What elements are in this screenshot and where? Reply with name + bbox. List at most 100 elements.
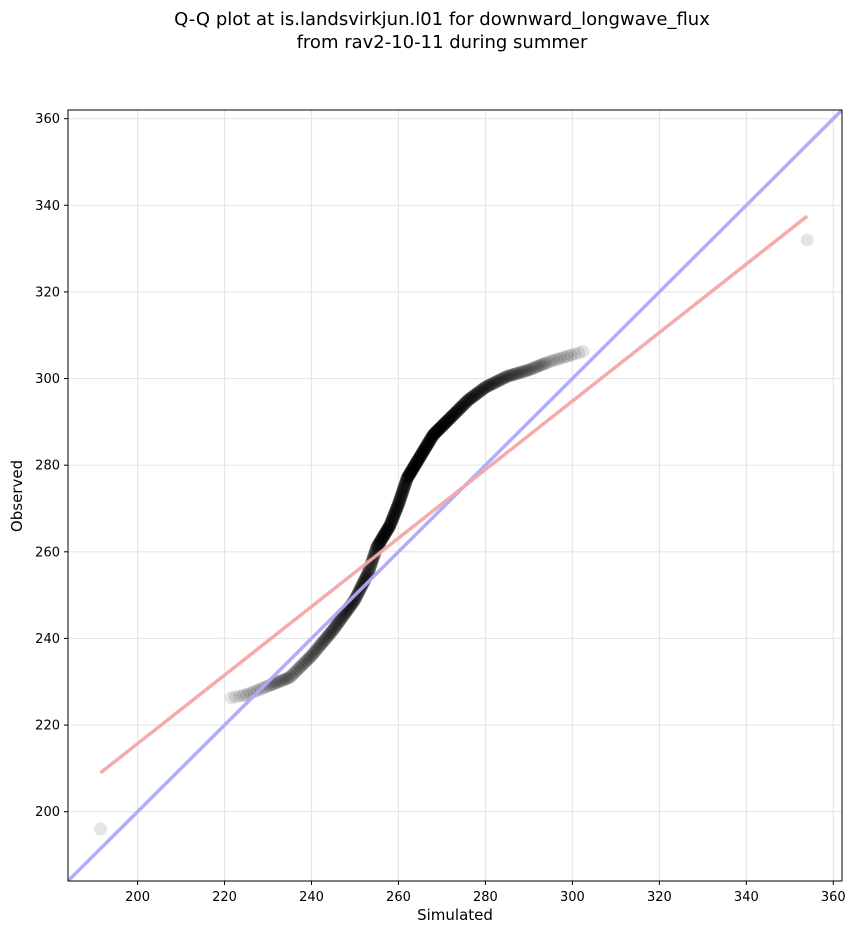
qq-point	[424, 432, 438, 446]
qq-point	[436, 418, 450, 432]
qq-point	[409, 456, 423, 470]
x-tick-label: 260	[386, 890, 411, 905]
qq-point	[387, 508, 401, 522]
qq-point	[572, 346, 586, 360]
qq-point	[417, 444, 431, 458]
qq-point	[458, 396, 472, 410]
qq-point	[426, 428, 440, 442]
qq-point	[415, 446, 429, 460]
qq-point	[445, 409, 459, 423]
qq-point	[420, 438, 434, 452]
qq-point	[457, 397, 471, 411]
qq-point	[535, 357, 549, 371]
qq-point	[421, 436, 435, 450]
qq-point	[431, 423, 445, 437]
qq-point	[402, 468, 416, 482]
qq-point	[435, 419, 449, 433]
qq-point	[331, 616, 345, 630]
y-tick-label: 300	[35, 372, 60, 387]
qq-point	[383, 519, 397, 533]
chart-title-line-2: from rav2-10-11 during summer	[296, 32, 588, 53]
qq-point	[557, 350, 571, 364]
qq-point	[388, 506, 402, 520]
qq-point	[386, 510, 400, 524]
qq-point	[493, 373, 507, 387]
qq-point	[422, 434, 436, 448]
qq-point	[446, 408, 460, 422]
qq-point	[515, 365, 529, 379]
qq-point	[398, 479, 412, 493]
qq-point	[418, 441, 432, 455]
qq-point	[480, 379, 494, 393]
qq-point	[355, 578, 369, 592]
qq-point	[275, 674, 289, 688]
qq-point	[429, 425, 443, 439]
qq-point	[316, 635, 330, 649]
qq-point	[447, 407, 461, 421]
qq-point	[393, 491, 407, 505]
qq-point	[467, 389, 481, 403]
qq-point	[284, 669, 298, 683]
qq-point	[387, 509, 401, 523]
qq-point	[406, 461, 420, 475]
qq-point	[405, 463, 419, 477]
qq-point	[401, 470, 415, 484]
qq-point	[309, 643, 323, 657]
qq-point	[408, 459, 422, 473]
qq-point	[385, 512, 399, 526]
qq-point	[332, 615, 346, 629]
x-tick-label: 240	[299, 890, 324, 905]
qq-point	[290, 664, 304, 678]
y-tick-label: 260	[35, 545, 60, 560]
qq-point	[448, 406, 462, 420]
qq-point	[550, 352, 564, 366]
qq-point	[462, 392, 476, 406]
qq-point	[398, 478, 412, 492]
qq-point	[318, 632, 332, 646]
qq-point	[94, 822, 108, 836]
qq-point	[444, 410, 458, 424]
qq-point	[424, 431, 438, 445]
qq-point	[423, 433, 437, 447]
qq-point	[336, 609, 350, 623]
qq-point	[451, 403, 465, 417]
qq-point	[442, 413, 456, 427]
qq-point	[453, 402, 467, 416]
qq-point	[456, 398, 470, 412]
qq-point	[335, 610, 349, 624]
qq-point	[447, 407, 461, 421]
y-tick-label: 220	[35, 719, 60, 734]
qq-point	[465, 390, 479, 404]
qq-point	[378, 527, 392, 541]
qq-point	[375, 531, 389, 545]
qq-point	[384, 515, 398, 529]
qq-point	[317, 634, 331, 648]
x-tick-label: 280	[473, 890, 498, 905]
qq-point	[305, 648, 319, 662]
qq-point	[395, 487, 409, 501]
qq-point	[406, 462, 420, 476]
qq-point	[397, 481, 411, 495]
qq-point	[533, 359, 547, 373]
qq-point	[414, 448, 428, 462]
y-tick-label: 340	[35, 199, 60, 214]
qq-point	[403, 467, 417, 481]
x-tick-label: 360	[821, 890, 846, 905]
y-tick-label: 360	[35, 112, 60, 127]
qq-point	[430, 424, 444, 438]
qq-point	[383, 518, 397, 532]
fit-line	[99, 214, 809, 775]
qq-point	[376, 530, 390, 544]
qq-point	[416, 445, 430, 459]
qq-point	[374, 533, 388, 547]
qq-point	[398, 477, 412, 491]
qq-point	[384, 517, 398, 531]
qq-point	[406, 462, 420, 476]
qq-point	[371, 539, 385, 553]
x-axis-label: Simulated	[417, 906, 493, 924]
qq-point	[390, 500, 404, 514]
qq-point	[387, 510, 401, 524]
qq-point	[323, 627, 337, 641]
qq-point	[419, 440, 433, 454]
qq-point	[413, 450, 427, 464]
